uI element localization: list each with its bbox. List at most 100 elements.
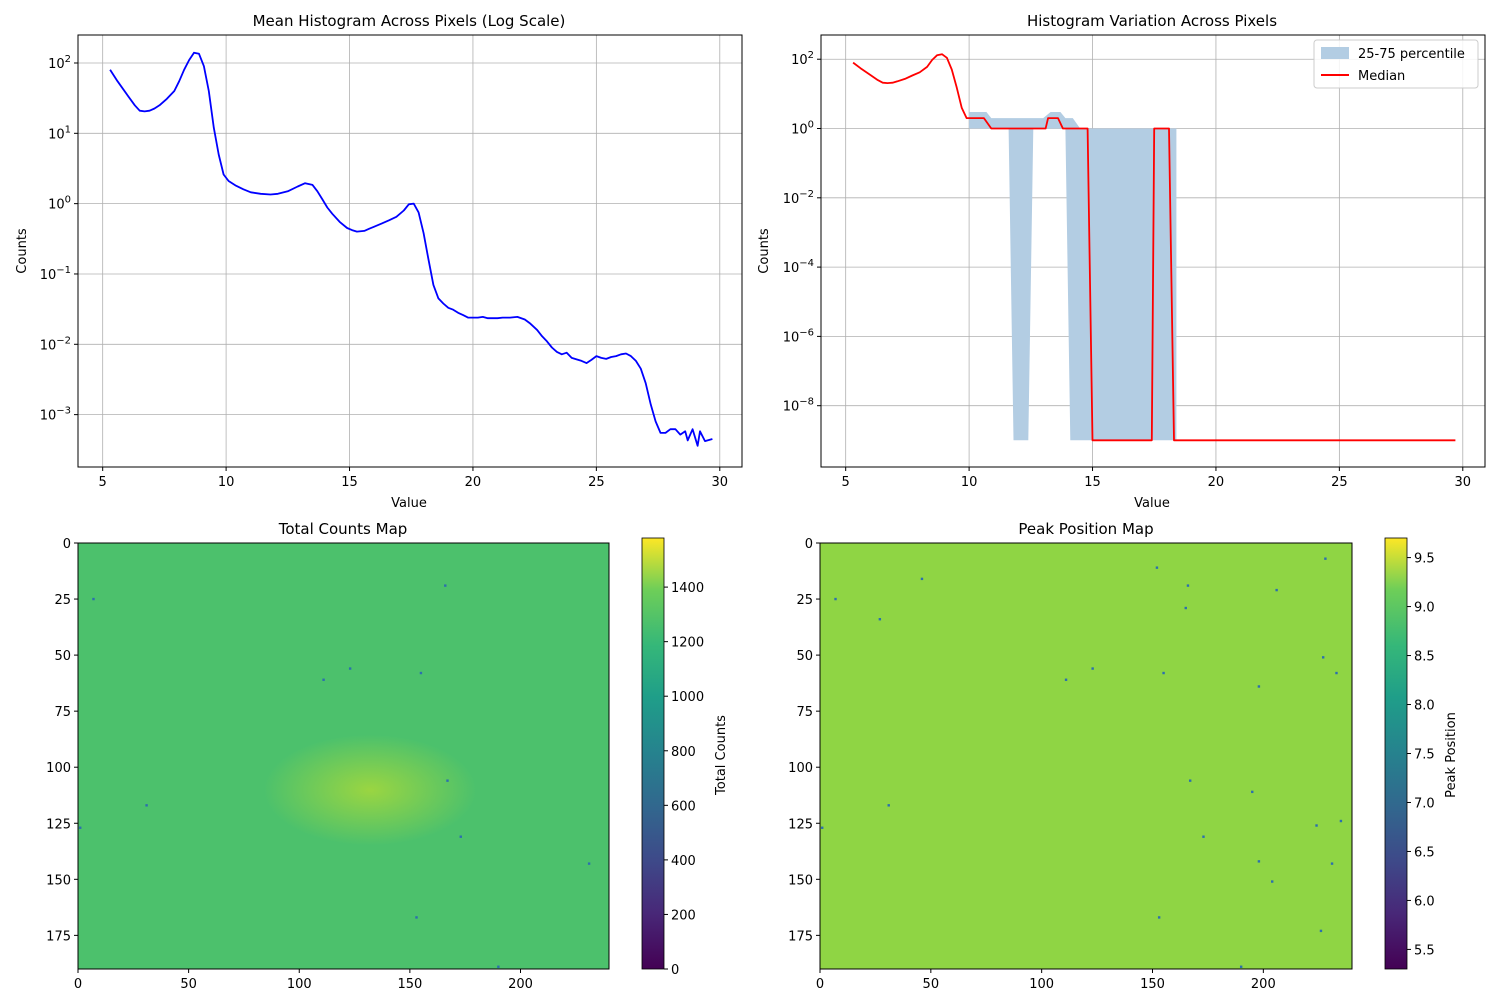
axes-frame <box>77 34 743 468</box>
axis-ticks: 5 10 15 20 25 30 10−8 10−6 10−4 10−2 100 102 <box>783 50 1471 490</box>
chart-title: Mean Histogram Across Pixels (Log Scale) <box>253 12 566 30</box>
dead-pixel <box>419 671 423 675</box>
heatmap-image <box>820 543 1352 969</box>
y-tick-label: 125 <box>46 817 71 832</box>
colorbar-tick-label: 1000 <box>671 690 704 705</box>
y-tick-label: 75 <box>796 705 813 720</box>
dead-pixel <box>1202 835 1205 838</box>
dead-pixel <box>459 835 462 838</box>
dead-pixel <box>322 678 325 681</box>
dead-pixel <box>1339 819 1343 823</box>
dead-pixel <box>1275 588 1278 592</box>
x-tick-label: 0 <box>74 977 82 992</box>
x-tick-label: 5 <box>99 475 107 490</box>
colorbar-tick-label: 6.0 <box>1414 894 1435 909</box>
y-tick-label: 10−1 <box>40 265 71 283</box>
dead-pixel <box>1064 678 1068 681</box>
dead-pixel <box>79 826 82 829</box>
heatmap-image <box>78 543 609 969</box>
y-tick-label: 100 <box>46 761 71 776</box>
x-tick-label: 50 <box>180 977 197 992</box>
total-counts-map-panel: Total Counts Map 0 50 100 150 200 0 25 50 75 100 1… <box>46 520 729 992</box>
dead-pixel <box>1324 557 1327 560</box>
mean-histogram-line <box>109 51 713 447</box>
dead-pixel <box>887 804 890 807</box>
colorbar-tick-label: 9.0 <box>1414 601 1435 616</box>
x-tick-label: 100 <box>1029 977 1054 992</box>
dead-pixel <box>1271 880 1274 883</box>
colorbar-tick-label: 7.5 <box>1414 748 1435 763</box>
colorbar-tick-label: 200 <box>671 908 696 923</box>
colorbar-gradient <box>641 537 665 970</box>
legend-label-band: 25-75 percentile <box>1358 47 1465 62</box>
dead-pixel <box>92 597 95 601</box>
x-tick-label: 20 <box>465 475 482 490</box>
colorbar-tick-label: 6.5 <box>1414 845 1435 860</box>
x-tick-label: 200 <box>508 977 533 992</box>
heatmap-background <box>820 543 1352 969</box>
x-tick-label: 10 <box>961 475 978 490</box>
legend-swatch-band <box>1321 47 1349 59</box>
y-tick-label: 102 <box>48 54 71 72</box>
x-tick-label: 30 <box>712 475 729 490</box>
y-tick-label: 150 <box>788 873 813 888</box>
x-axis-label: Value <box>1134 496 1170 511</box>
x-tick-label: 5 <box>842 475 850 490</box>
x-tick-label: 15 <box>1084 475 1101 490</box>
dead-pixel <box>1239 965 1243 968</box>
x-tick-label: 150 <box>397 977 422 992</box>
colorbar: 5.5 6.0 6.5 7.0 7.5 8.0 8.5 9.0 9.5 <box>1384 537 1435 970</box>
y-tick-label: 10−8 <box>783 397 814 415</box>
dead-pixel <box>446 779 449 782</box>
y-tick-label: 125 <box>788 817 813 832</box>
y-axis-label: Counts <box>15 228 30 274</box>
dead-pixel <box>444 584 447 587</box>
x-tick-label: 0 <box>816 977 824 992</box>
dead-pixel <box>834 597 837 601</box>
dead-pixel <box>1188 779 1192 782</box>
dead-pixel <box>587 862 591 865</box>
colorbar-tick-label: 0 <box>671 963 679 978</box>
dead-pixel <box>1186 584 1190 587</box>
x-tick-label: 25 <box>588 475 605 490</box>
dead-pixel <box>348 667 352 670</box>
percentile-band <box>969 112 1177 441</box>
dead-pixel <box>1319 929 1323 933</box>
colorbar-tick-label: 7.0 <box>1414 796 1435 811</box>
median-line <box>852 53 1456 442</box>
dead-pixel <box>1335 671 1338 675</box>
colorbar-gradient <box>1384 537 1408 970</box>
dead-pixel <box>1257 860 1261 863</box>
x-tick-label: 25 <box>1331 475 1348 490</box>
y-tick-label: 25 <box>796 593 813 608</box>
x-axis-label: Value <box>391 496 427 511</box>
y-tick-label: 175 <box>788 929 813 944</box>
plot-area <box>109 51 713 447</box>
axis-ticks: 5 10 15 20 25 30 10−3 10−2 10−1 100 101 102 <box>40 54 728 490</box>
chart-title: Peak Position Map <box>1018 520 1153 538</box>
colorbar-tick-label: 5.5 <box>1414 943 1435 958</box>
y-tick-label: 10−2 <box>783 189 814 207</box>
y-tick-label: 100 <box>791 120 814 138</box>
y-tick-label: 50 <box>54 649 71 664</box>
colorbar-tick-label: 1400 <box>671 581 704 596</box>
dead-pixel <box>1257 685 1261 688</box>
dead-pixel <box>1251 790 1254 794</box>
x-tick-label: 20 <box>1208 475 1225 490</box>
axes-frame <box>819 542 1353 970</box>
y-tick-label: 100 <box>788 761 813 776</box>
axes-frame <box>77 542 610 970</box>
y-tick-label: 10−4 <box>783 258 814 276</box>
peak-position-map-panel: Peak Position Map 0 50 100 150 200 0 25 50 75 100… <box>788 520 1459 992</box>
axes-frame <box>820 34 1486 468</box>
y-tick-label: 150 <box>46 873 71 888</box>
y-tick-label: 100 <box>48 195 71 213</box>
dead-pixel <box>821 826 824 829</box>
x-tick-label: 150 <box>1140 977 1165 992</box>
y-tick-label: 101 <box>48 124 71 142</box>
dead-pixel <box>497 965 500 968</box>
chart-title: Total Counts Map <box>278 520 408 538</box>
dead-pixel <box>1091 667 1094 670</box>
legend: 25-75 percentile Median <box>1313 39 1479 89</box>
